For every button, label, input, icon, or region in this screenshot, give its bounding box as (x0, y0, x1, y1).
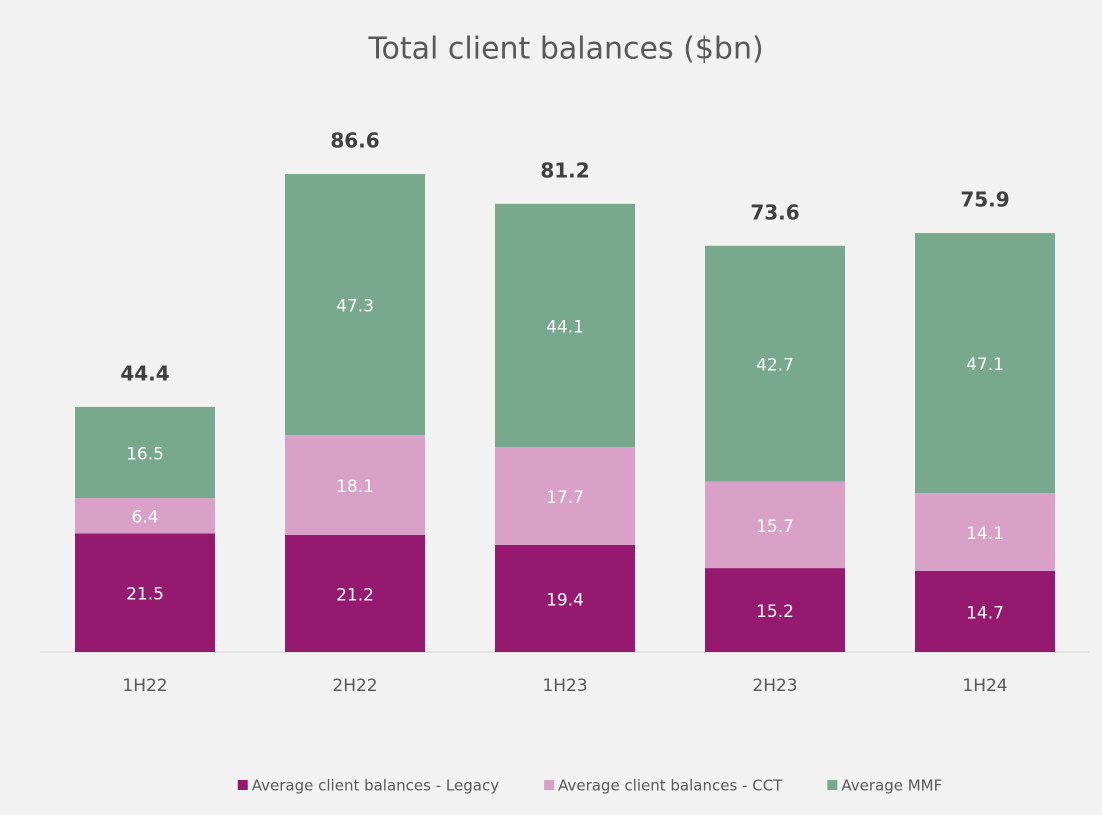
bar-segment (705, 568, 845, 652)
bar-segment (495, 203, 635, 448)
data-label: 14.7 (966, 603, 1004, 623)
data-label: 14.1 (966, 524, 1004, 544)
bar-segment (75, 406, 215, 499)
data-label: 21.2 (336, 585, 374, 605)
data-label: 44.1 (546, 318, 584, 338)
total-label: 86.6 (330, 129, 379, 153)
data-label: 6.4 (131, 508, 158, 528)
chart-title: Total client balances ($bn) (367, 32, 763, 67)
data-label: 47.1 (966, 355, 1004, 375)
legend-label: Average MMF (841, 777, 942, 795)
bar-segment (495, 447, 635, 545)
data-label: 21.5 (126, 585, 164, 605)
total-label: 81.2 (540, 158, 589, 182)
legend-swatch (237, 780, 248, 790)
legend-label: Average client balances - Legacy (252, 777, 499, 795)
bar-segment (915, 233, 1055, 494)
x-tick-label: 2H22 (332, 676, 377, 696)
bar-segment (915, 493, 1055, 571)
bar-segment (75, 498, 215, 534)
total-label: 75.9 (960, 188, 1009, 212)
x-tick-label: 1H23 (542, 676, 587, 696)
legend-label: Average client balances - CCT (558, 777, 783, 795)
legend-swatch (827, 780, 838, 790)
data-label: 17.7 (546, 488, 584, 508)
data-label: 15.7 (756, 517, 794, 537)
bar-segment (285, 534, 425, 652)
legend-swatch (544, 780, 555, 790)
bar-segment (915, 570, 1055, 652)
data-label: 18.1 (336, 477, 374, 497)
data-label: 47.3 (336, 297, 374, 317)
data-label: 42.7 (756, 356, 794, 376)
bar-segment (495, 544, 635, 652)
bar-segment (75, 533, 215, 652)
x-tick-label: 1H22 (122, 676, 167, 696)
bar-segment (285, 435, 425, 535)
bar-segment (705, 245, 845, 482)
data-label: 16.5 (126, 444, 164, 464)
total-label: 44.4 (120, 361, 169, 385)
bar-segment (705, 481, 845, 569)
bar-segment (285, 174, 425, 436)
legend: Average client balances - Legacy Average … (237, 777, 942, 795)
x-tick-label: 2H23 (752, 676, 797, 696)
x-tick-label: 1H24 (962, 676, 1007, 696)
data-label: 15.2 (756, 602, 794, 622)
data-label: 19.4 (546, 590, 584, 610)
total-label: 73.6 (750, 200, 799, 224)
